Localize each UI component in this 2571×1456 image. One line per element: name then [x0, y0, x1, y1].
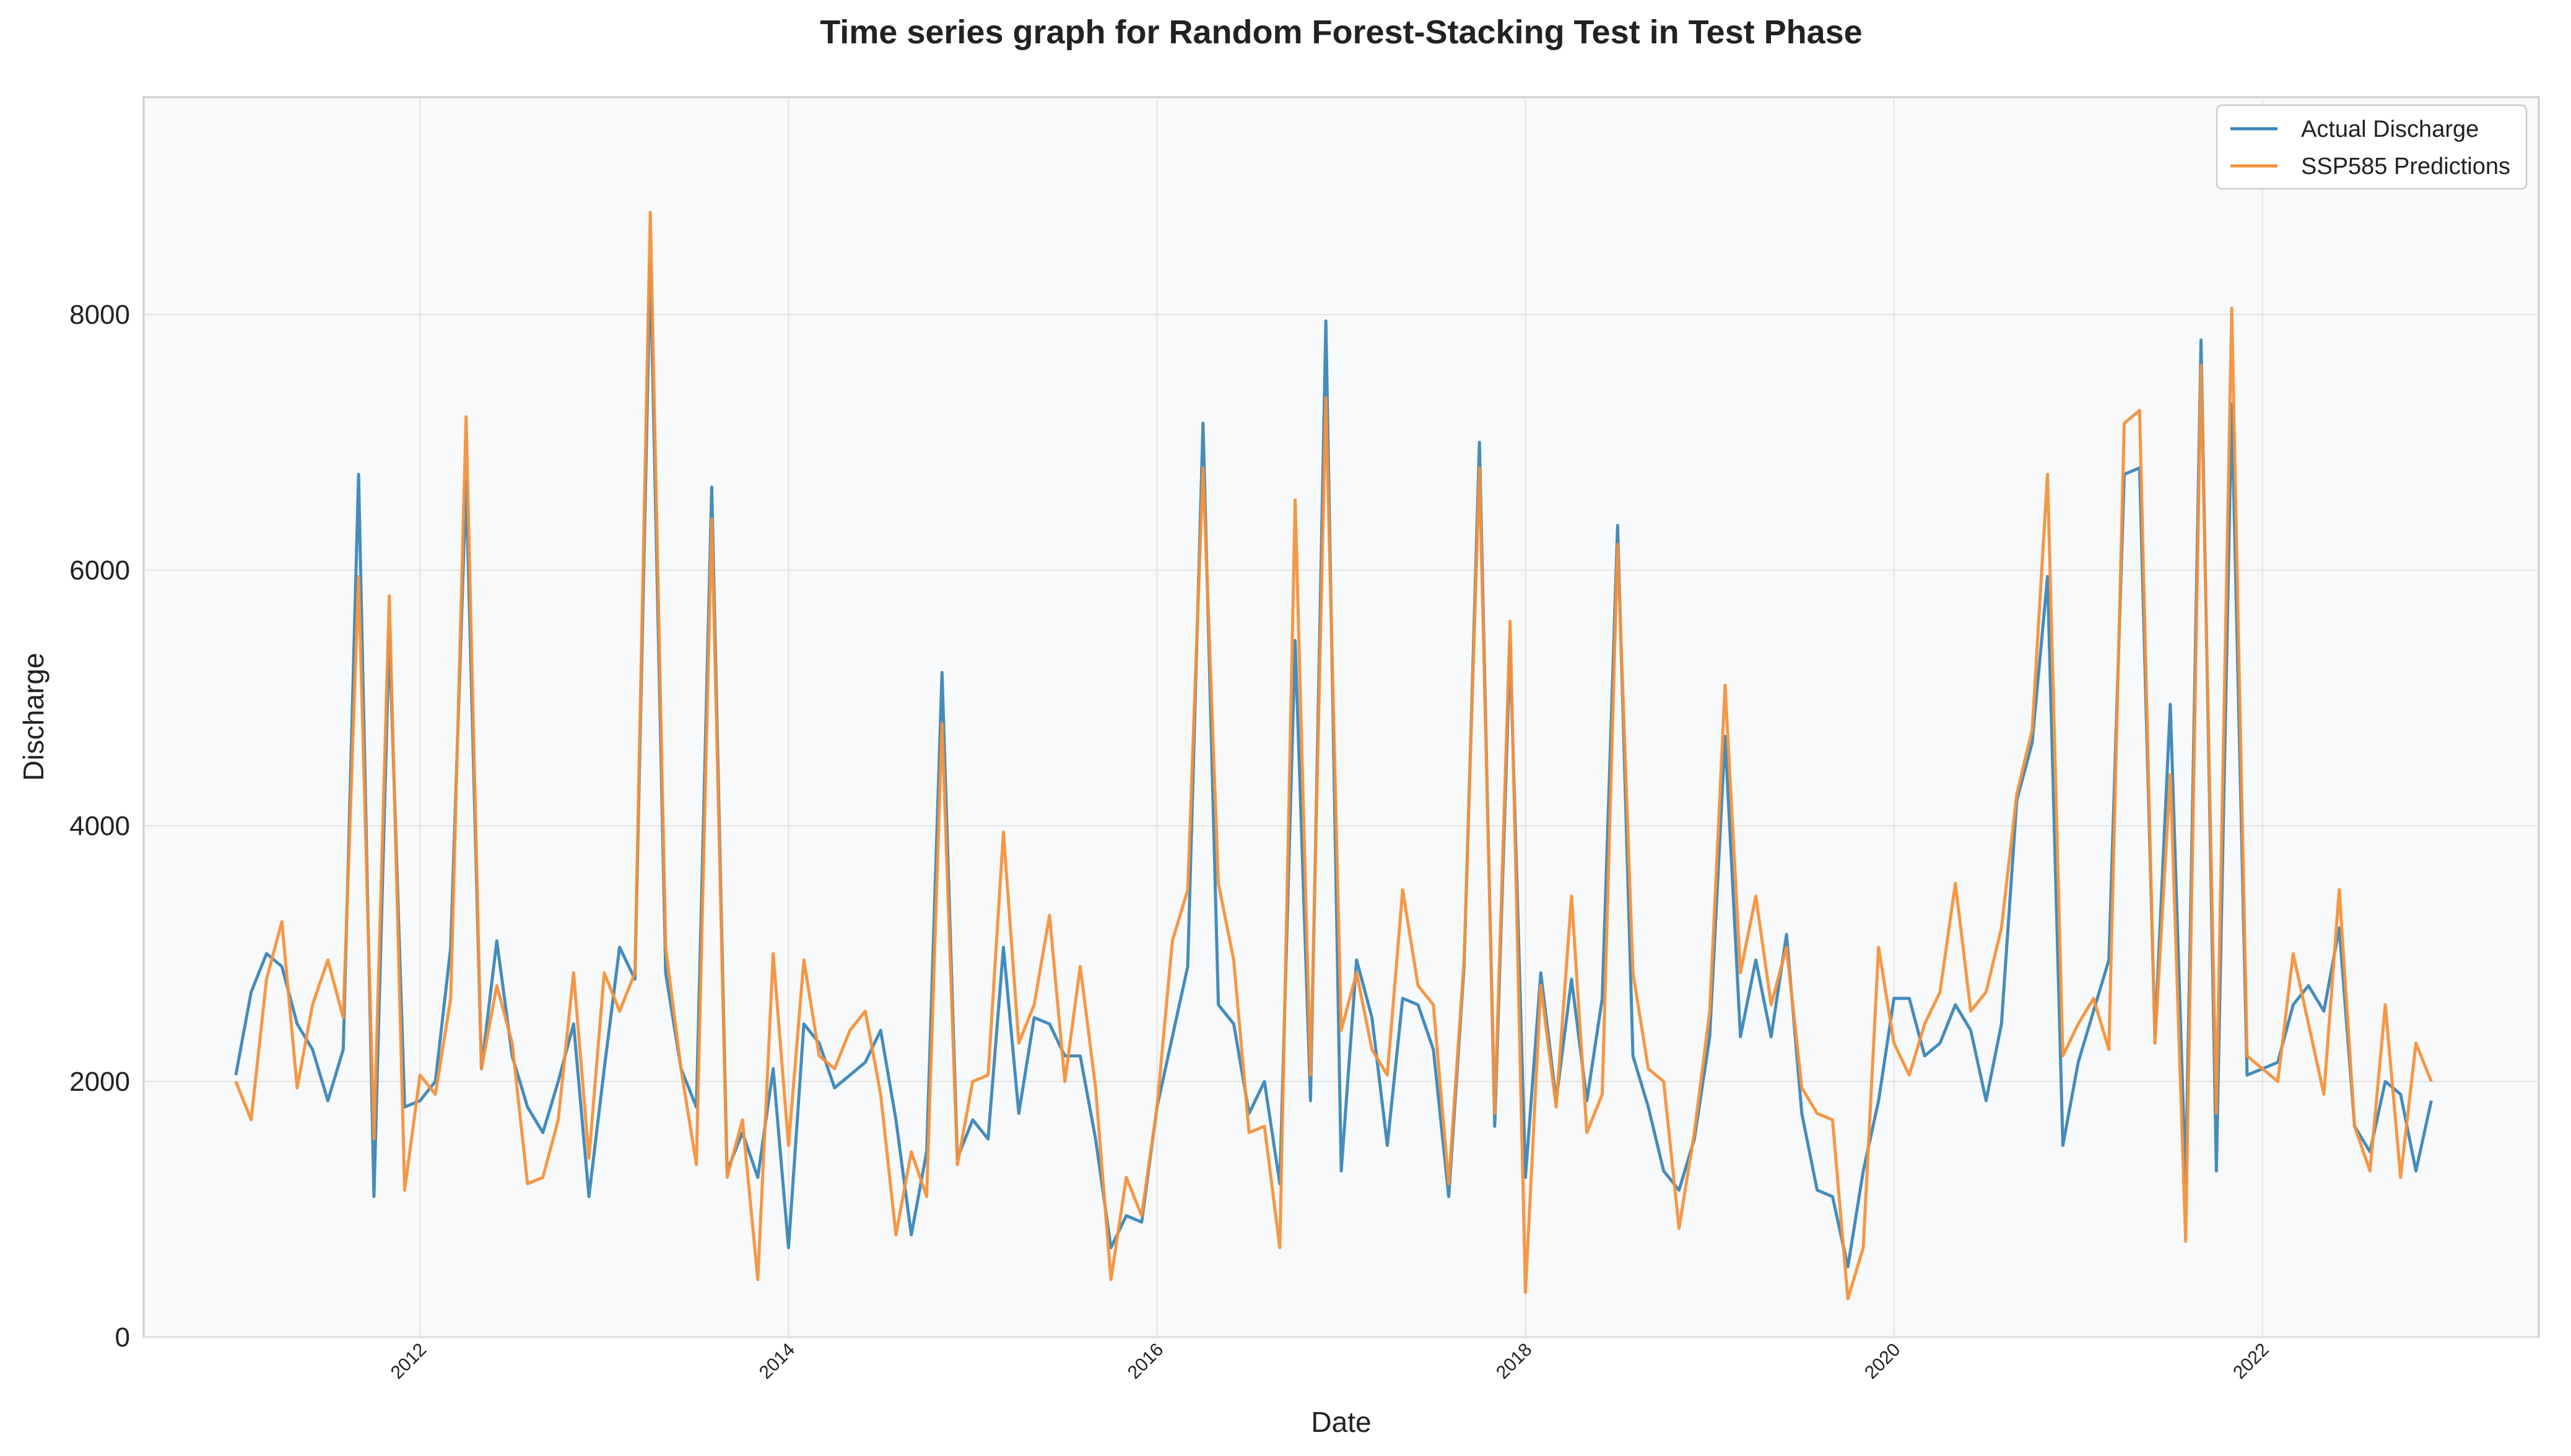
y-tick-label: 8000	[69, 300, 130, 330]
series-line-ssp585-predictions	[234, 210, 2433, 1301]
y-axis-label: Discharge	[17, 652, 50, 781]
chart-title: Time series graph for Random Forest-Stac…	[820, 14, 1862, 51]
legend-label-predictions: SSP585 Predictions	[2301, 154, 2510, 180]
legend-box	[2216, 104, 2528, 190]
y-tick-label: 4000	[69, 811, 130, 841]
y-axis-ticks: 0 2000 4000 6000 8000	[69, 300, 130, 1353]
y-tick-label: 2000	[69, 1067, 130, 1097]
legend-label-actual: Actual Discharge	[2301, 116, 2479, 142]
legend: Actual Discharge SSP585 Predictions	[2216, 104, 2528, 190]
grid	[144, 97, 2539, 1338]
series-layer	[234, 210, 2433, 1301]
y-tick-label: 0	[115, 1322, 130, 1353]
y-tick-label: 6000	[69, 555, 130, 586]
x-axis-label: Date	[1311, 1406, 1371, 1438]
